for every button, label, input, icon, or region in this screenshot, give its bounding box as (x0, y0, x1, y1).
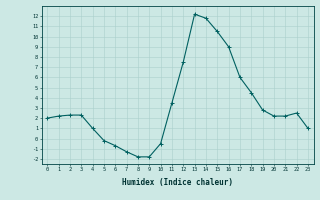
X-axis label: Humidex (Indice chaleur): Humidex (Indice chaleur) (122, 178, 233, 187)
